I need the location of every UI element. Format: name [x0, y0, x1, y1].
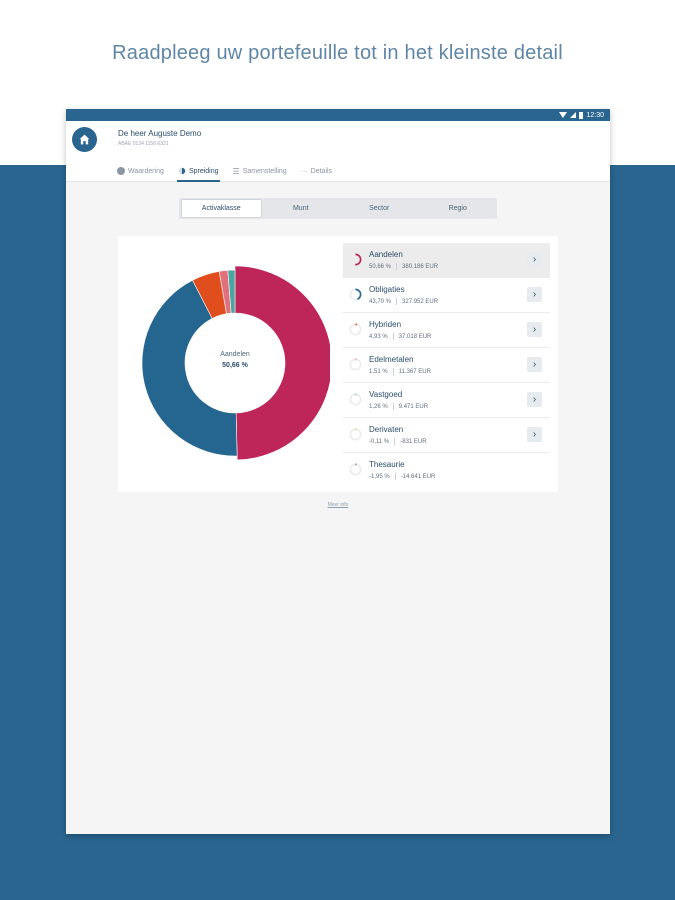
chevron-right-icon[interactable]: › — [527, 427, 542, 442]
ring-icon — [349, 253, 362, 266]
segment-sector[interactable]: Sector — [369, 205, 390, 212]
asset-values: 1,51 % 11.367 EUR — [369, 368, 431, 375]
asset-row-aandelen[interactable]: Aandelen 50,66 % 380.186 EUR › — [343, 243, 550, 278]
donut-slice-obligaties[interactable] — [141, 279, 238, 457]
battery-icon — [579, 111, 584, 119]
chevron-right-icon[interactable]: › — [527, 392, 542, 407]
donut-chart[interactable] — [140, 266, 330, 461]
signal-icon — [570, 112, 577, 118]
asset-list: Aandelen 50,66 % 380.186 EUR › Obligaties… — [343, 243, 550, 487]
home-button[interactable] — [72, 127, 97, 152]
headline: Raadpleeg uw portefeuille tot in het kle… — [112, 42, 563, 64]
asset-pct: -0,11 % — [369, 439, 390, 446]
asset-row-hybriden[interactable]: Hybriden 4,93 % 37.018 EUR › — [343, 313, 550, 348]
tab-bar: Waardering Spreiding ☰ Samenstelling ···… — [116, 162, 333, 182]
ring-icon — [349, 463, 362, 476]
segment-munt[interactable]: Munt — [292, 205, 309, 212]
asset-name: Edelmetalen — [369, 355, 414, 364]
asset-row-obligaties[interactable]: Obligaties 43,70 % 327.952 EUR › — [343, 278, 550, 313]
asset-name: Obligaties — [369, 285, 405, 294]
asset-pct: 1,26 % — [369, 404, 388, 411]
asset-values: 50,66 % 380.186 EUR — [369, 263, 438, 270]
asset-name: Aandelen — [369, 250, 403, 259]
asset-amount: 327.952 EUR — [402, 299, 439, 306]
status-time: 12:30 — [586, 111, 604, 119]
client-name: De heer Auguste Demo — [118, 129, 202, 138]
segment-regio[interactable]: Regio — [448, 205, 467, 212]
ring-icon — [349, 393, 362, 406]
chevron-right-icon[interactable]: › — [527, 322, 542, 337]
tab-label: Waardering — [128, 167, 164, 175]
asset-amount: -831 EUR — [400, 439, 427, 446]
segment-activaklasse[interactable]: Activaklasse — [181, 199, 262, 218]
asset-pct: 50,66 % — [369, 264, 392, 271]
client-account: ABAE 0134 1156 6321 — [118, 141, 169, 147]
asset-values: 1,26 % 9.471 EUR — [369, 403, 428, 410]
asset-row-derivaten[interactable]: Derivaten -0,11 % -831 EUR › — [343, 418, 550, 453]
asset-values: 43,70 % 327.952 EUR — [369, 298, 438, 305]
ring-icon — [349, 358, 362, 371]
asset-name: Derivaten — [369, 425, 404, 434]
asset-amount: 11.367 EUR — [398, 369, 431, 376]
ring-icon — [349, 323, 362, 336]
tab-waardering[interactable]: Waardering — [116, 162, 165, 180]
asset-values: 4,93 % 37.018 EUR — [369, 333, 431, 340]
tab-details[interactable]: ··· Details — [300, 162, 333, 180]
donut-slice-aandelen[interactable] — [234, 266, 330, 461]
asset-amount: 380.186 EUR — [402, 264, 439, 271]
asset-amount: 9.471 EUR — [398, 404, 429, 411]
tab-samenstelling[interactable]: ☰ Samenstelling — [232, 162, 288, 180]
asset-name: Thesaurie — [369, 460, 405, 469]
asset-pct: -1,95 % — [369, 474, 390, 481]
asset-pct: 1,51 % — [369, 369, 388, 376]
chevron-right-icon[interactable]: › — [527, 287, 542, 302]
asset-amount: -14.641 EUR — [400, 474, 436, 481]
donut-center-value: 50,66 % — [222, 362, 248, 369]
chevron-right-icon[interactable]: › — [527, 252, 542, 267]
asset-row-thesaurie[interactable]: Thesaurie -1,95 % -14.641 EUR — [343, 453, 550, 487]
donut-center-label: Aandelen — [220, 351, 250, 358]
more-info-link[interactable]: Meer info — [327, 502, 349, 508]
segment-control: Activaklasse Munt Sector Regio — [179, 198, 497, 219]
allocation-card: Aandelen 50,66 % Aandelen 50,66 % 380.186… — [118, 236, 558, 492]
asset-values: -0,11 % -831 EUR — [369, 438, 427, 445]
asset-name: Hybriden — [369, 320, 402, 329]
asset-row-edelmetalen[interactable]: Edelmetalen 1,51 % 11.367 EUR › — [343, 348, 550, 383]
pie-icon — [178, 167, 186, 175]
app-header: De heer Auguste Demo ABAE 0134 1156 6321… — [66, 121, 610, 182]
list-icon: ☰ — [232, 166, 240, 176]
tab-label: Spreiding — [188, 167, 219, 175]
asset-row-vastgoed[interactable]: Vastgoed 1,26 % 9.471 EUR › — [343, 383, 550, 418]
asset-pct: 4,93 % — [369, 334, 388, 341]
more-icon: ··· — [300, 167, 308, 175]
tab-label: Samenstelling — [242, 167, 287, 175]
asset-values: -1,95 % -14.641 EUR — [369, 473, 435, 480]
ring-icon — [349, 428, 362, 441]
asset-amount: 37.018 EUR — [398, 334, 432, 341]
tab-label: Details — [310, 167, 333, 175]
tablet-screen: 12:30 De heer Auguste Demo ABAE 0134 115… — [66, 109, 610, 834]
clock-icon — [117, 167, 125, 175]
wifi-icon — [559, 112, 568, 118]
ring-icon — [349, 288, 362, 301]
chevron-right-icon[interactable]: › — [527, 357, 542, 372]
donut-slice-vastgoed[interactable] — [227, 269, 236, 314]
status-bar: 12:30 — [66, 109, 610, 121]
tab-spreiding[interactable]: Spreiding — [176, 162, 220, 182]
home-icon — [79, 134, 90, 145]
asset-pct: 43,70 % — [369, 299, 392, 306]
asset-name: Vastgoed — [369, 390, 403, 399]
